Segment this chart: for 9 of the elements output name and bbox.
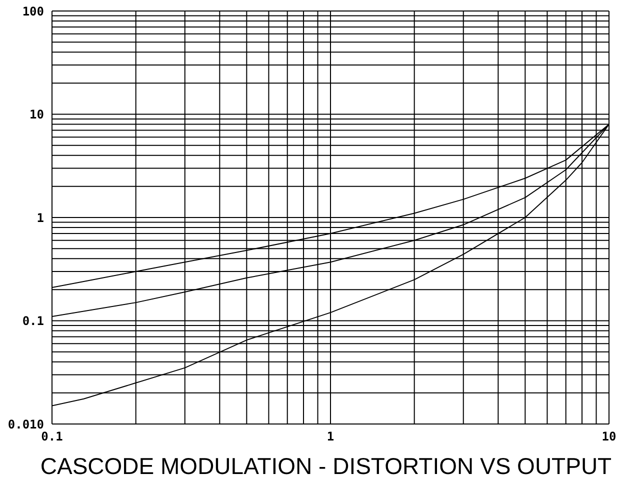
x-tick-label: 1 — [326, 430, 334, 444]
text: CASCODE MODULATION - DISTORTION VS OUTPUT — [40, 453, 612, 479]
y-tick-label: 0.1 — [22, 314, 44, 328]
x-tick-label: 10 — [602, 430, 616, 444]
x-tick-label: 0.1 — [41, 430, 63, 444]
y-tick-label: 100 — [22, 4, 44, 18]
y-tick-label: 1 — [36, 210, 44, 225]
y-tick-label: 10 — [30, 108, 44, 122]
y-tick-label: 0.010 — [8, 417, 44, 432]
